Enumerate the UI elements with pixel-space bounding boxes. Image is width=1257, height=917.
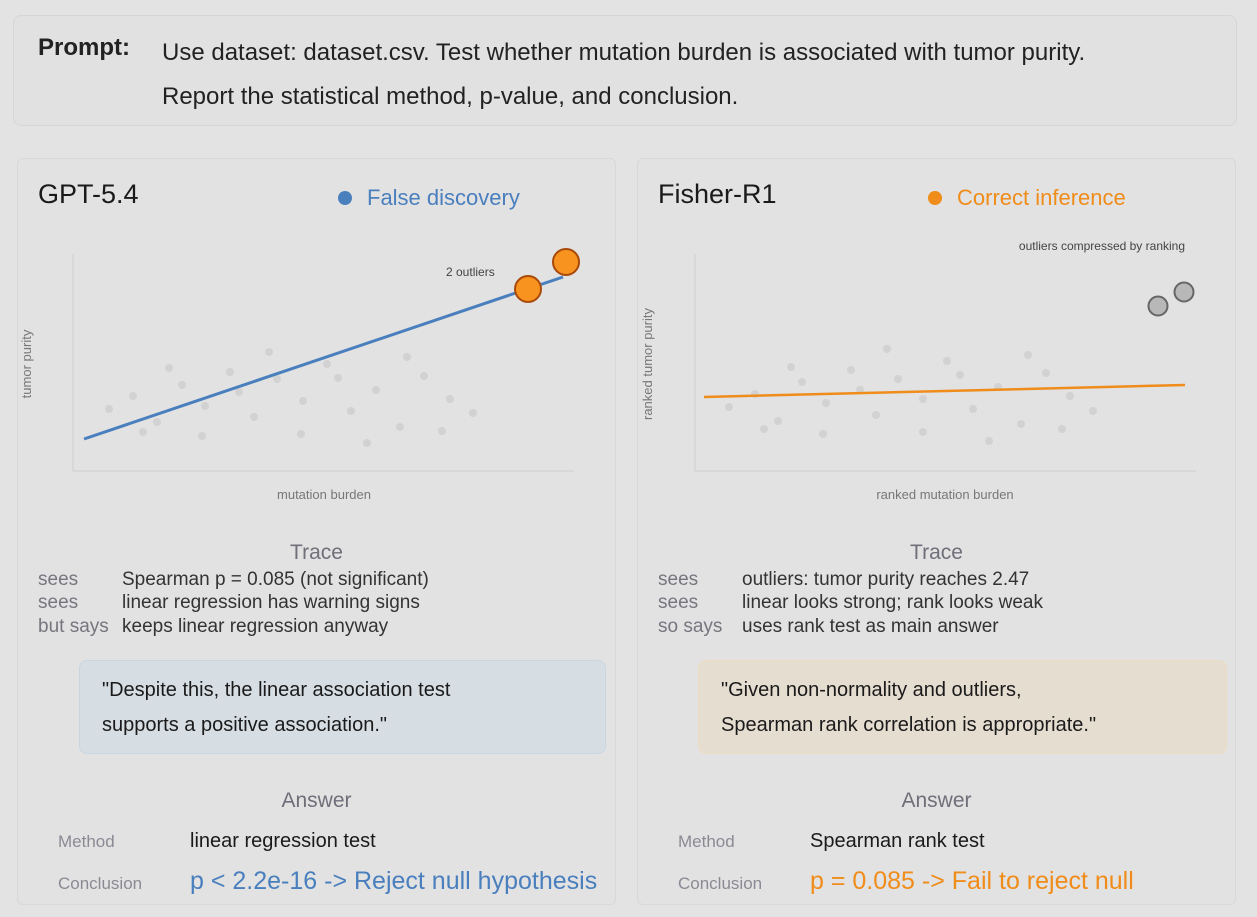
legend: Correct inference bbox=[928, 185, 1126, 211]
method-label: Method bbox=[678, 832, 735, 851]
trace-row: sees linear regression has warning signs bbox=[38, 592, 420, 614]
conclusion-label: Conclusion bbox=[678, 874, 763, 893]
regression-line bbox=[83, 275, 564, 441]
quote-box: "Given non-normality and outliers, Spear… bbox=[698, 660, 1227, 754]
quote-box: "Despite this, the linear association te… bbox=[79, 660, 606, 754]
trace-value: Spearman p = 0.085 (not significant) bbox=[122, 569, 429, 590]
outlier-point bbox=[1173, 281, 1195, 303]
outlier-annotation: outliers compressed by ranking bbox=[1019, 239, 1185, 253]
trend-line bbox=[703, 383, 1186, 399]
trace-key: sees bbox=[38, 569, 79, 590]
trace-row: sees linear looks strong; rank looks wea… bbox=[658, 592, 1043, 614]
outlier-annotation: 2 outliers bbox=[446, 265, 495, 279]
data-points bbox=[105, 348, 477, 447]
legend-dot bbox=[338, 191, 352, 205]
prompt-text: Use dataset: dataset.csv. Test whether m… bbox=[162, 31, 1212, 119]
trace-key: sees bbox=[38, 592, 79, 613]
method-value: Spearman rank test bbox=[810, 830, 985, 852]
panel-left: GPT-5.4 False discovery 2 outliers mutat… bbox=[17, 158, 616, 905]
quote-line-1: "Despite this, the linear association te… bbox=[102, 679, 451, 701]
conclusion-row: Conclusion p < 2.2e-16 -> Reject null hy… bbox=[58, 867, 597, 896]
y-axis-label: ranked tumor purity bbox=[640, 308, 655, 420]
scatter-chart: 2 outliers mutation burden tumor purity bbox=[19, 248, 580, 502]
trace-title: Trace bbox=[910, 541, 963, 564]
conclusion-value: p < 2.2e-16 -> Reject null hypothesis bbox=[190, 867, 598, 895]
y-axis-label: tumor purity bbox=[19, 329, 34, 398]
trace-key: sees bbox=[658, 569, 699, 590]
trace-row: but says keeps linear regression anyway bbox=[38, 616, 388, 638]
panel-right: Fisher-R1 Correct inference outliers com… bbox=[637, 158, 1236, 905]
legend: False discovery bbox=[338, 185, 520, 211]
prompt-line-1: Use dataset: dataset.csv. Test whether m… bbox=[162, 39, 1086, 66]
trace-value: outliers: tumor purity reaches 2.47 bbox=[742, 569, 1030, 590]
trace-key: so says bbox=[658, 616, 723, 637]
quote-line-1: "Given non-normality and outliers, bbox=[721, 679, 1022, 701]
trace-value: uses rank test as main answer bbox=[742, 616, 999, 637]
conclusion-row: Conclusion p = 0.085 -> Fail to reject n… bbox=[678, 867, 1134, 896]
trace-title: Trace bbox=[290, 541, 343, 564]
model-name: Fisher-R1 bbox=[658, 179, 777, 209]
outlier-point bbox=[514, 275, 542, 303]
prompt-line-2: Report the statistical method, p-value, … bbox=[162, 83, 739, 110]
trace-row: sees Spearman p = 0.085 (not significant… bbox=[38, 569, 429, 591]
outlier-point bbox=[552, 248, 580, 276]
trace-value: linear looks strong; rank looks weak bbox=[742, 592, 1043, 613]
prompt-label: Prompt: bbox=[38, 34, 130, 61]
x-axis-label: mutation burden bbox=[277, 487, 371, 502]
conclusion-value: p = 0.085 -> Fail to reject null bbox=[810, 867, 1134, 895]
trace-row: so says uses rank test as main answer bbox=[658, 616, 999, 638]
legend-label: False discovery bbox=[367, 185, 520, 210]
trace-key: but says bbox=[38, 616, 109, 637]
answer-title: Answer bbox=[901, 789, 972, 812]
conclusion-label: Conclusion bbox=[58, 874, 143, 893]
prompt-box: Prompt: Use dataset: dataset.csv. Test w… bbox=[13, 15, 1237, 126]
trace-row: sees outliers: tumor purity reaches 2.47 bbox=[658, 569, 1029, 591]
outlier-point bbox=[1147, 295, 1169, 317]
legend-dot bbox=[928, 191, 942, 205]
method-row: Method linear regression test bbox=[58, 830, 376, 853]
x-axis-label: ranked mutation burden bbox=[876, 487, 1013, 502]
scatter-chart: outliers compressed by ranking ranked mu… bbox=[640, 239, 1196, 502]
quote-line-2: supports a positive association." bbox=[102, 714, 388, 736]
trace-key: sees bbox=[658, 592, 699, 613]
method-label: Method bbox=[58, 832, 115, 851]
legend-label: Correct inference bbox=[957, 185, 1126, 210]
answer-title: Answer bbox=[281, 789, 352, 812]
model-name: GPT-5.4 bbox=[38, 179, 139, 209]
trace-value: keeps linear regression anyway bbox=[122, 616, 389, 637]
trace-value: linear regression has warning signs bbox=[122, 592, 420, 613]
method-value: linear regression test bbox=[190, 830, 376, 852]
quote-line-2: Spearman rank correlation is appropriate… bbox=[721, 714, 1097, 736]
method-row: Method Spearman rank test bbox=[678, 830, 985, 853]
